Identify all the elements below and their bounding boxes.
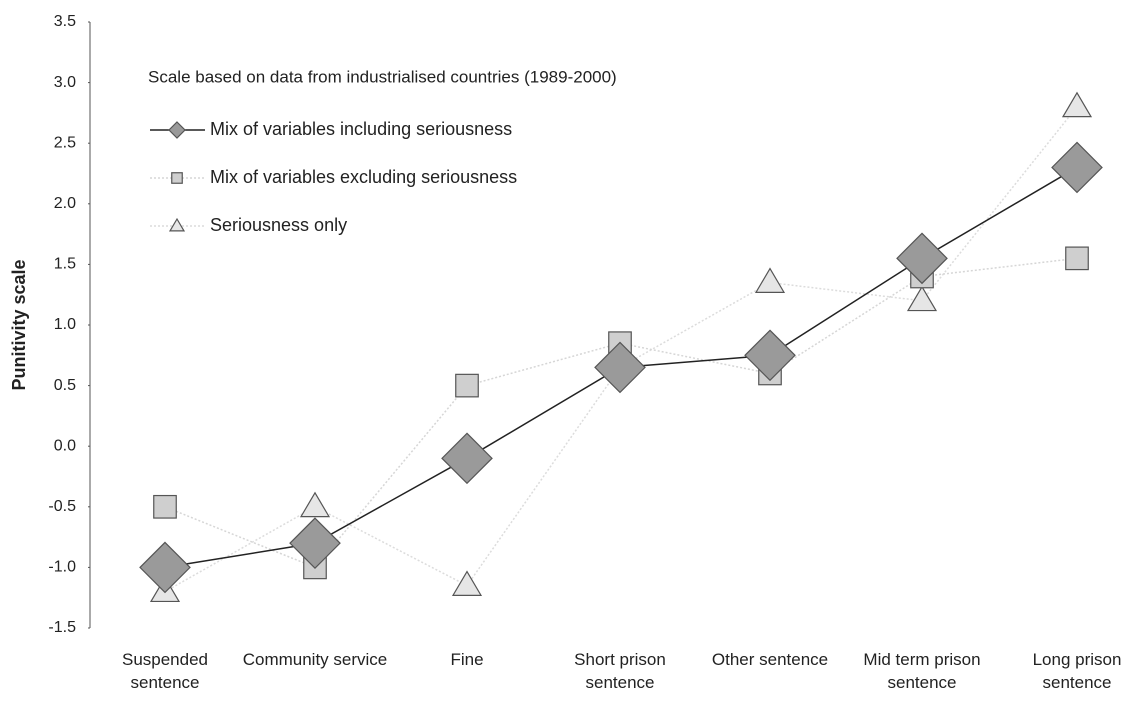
y-tick-label: 1.5 [54,256,76,273]
y-tick-label: 3.5 [54,13,76,30]
triangle-marker [1061,91,1093,118]
square-marker [1065,246,1089,271]
y-axis-label: Punitivity scale [9,259,29,390]
legend-marker [168,121,186,139]
legend-marker [171,172,183,184]
y-tick-label: -1.0 [48,559,76,576]
diamond-marker [896,232,948,285]
triangle-marker [906,285,938,312]
y-tick-label: 1.0 [54,316,76,333]
x-tick-label: Fine [450,650,484,669]
x-tick-label: Mid term prison sentence [863,650,981,692]
x-tick-label: Community service [242,650,388,669]
diamond-marker [139,541,191,594]
legend-label: Mix of variables excluding seriousness [210,167,517,187]
diamond-marker [744,329,796,382]
x-tick-label: Other sentence [711,650,829,669]
y-tick-label: 0.5 [54,377,76,394]
square-marker [455,373,479,398]
y-tick-label: -0.5 [48,498,76,515]
y-tick-label: 0.0 [54,437,76,454]
x-tick-label: Long prison sentence [1032,650,1122,692]
diamond-marker [594,341,646,394]
legend-label: Mix of variables including seriousness [210,119,512,139]
y-tick-label: 2.0 [54,195,76,212]
legend-label: Seriousness only [210,215,347,235]
square-marker [153,494,177,519]
diamond-marker [441,432,493,485]
y-tick-label: 3.0 [54,74,76,91]
diamond-marker [1051,141,1103,194]
x-tick-label: Short prison sentence [574,650,666,692]
y-tick-label: 2.5 [54,134,76,151]
y-tick-label: -1.5 [48,619,76,636]
x-tick-label: Suspended sentence [121,650,209,692]
chart-subtitle: Scale based on data from industrialised … [148,67,617,86]
triangle-marker [451,570,483,596]
series-line [164,257,1078,569]
diamond-marker [289,517,341,570]
legend-marker [168,217,186,232]
triangle-marker [299,491,331,518]
triangle-marker [754,267,786,293]
